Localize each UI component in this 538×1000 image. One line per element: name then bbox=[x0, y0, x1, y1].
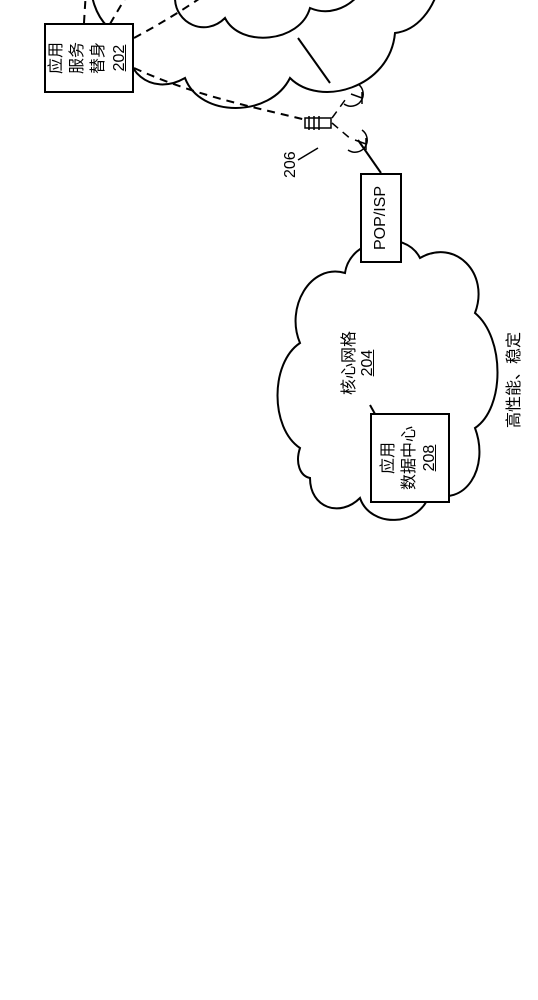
diagram-stage: 应用数据中心 208 核心网格 204 POP/ISP 应用服务替身 202 聚… bbox=[0, 0, 538, 538]
pop-isp-box: POP/ISP bbox=[360, 173, 402, 263]
edge-pop-sat bbox=[358, 140, 381, 173]
edge-sat-aggcloud bbox=[298, 38, 330, 83]
inner-cloud bbox=[132, 0, 396, 38]
app-service-avatar-box: 应用服务替身 202 bbox=[44, 23, 134, 93]
pop-isp-label: POP/ISP bbox=[371, 186, 392, 250]
gateway-icon bbox=[305, 84, 367, 152]
ref-206: 206 bbox=[282, 151, 300, 178]
edge-avatar-access bbox=[110, 0, 252, 24]
app-data-center-ref: 208 bbox=[420, 445, 441, 472]
app-service-avatar-label: 应用服务替身 bbox=[47, 42, 109, 74]
core-network-label: 核心网格 bbox=[335, 308, 359, 418]
core-network-label-group: 核心网格 204 bbox=[335, 308, 377, 418]
app-data-center-box: 应用数据中心 208 bbox=[370, 413, 450, 503]
edge-avatar-agg bbox=[134, 0, 252, 38]
app-data-center-label: 应用数据中心 bbox=[379, 426, 421, 490]
leader-206 bbox=[298, 148, 318, 160]
core-caption: 高性能、稳定 bbox=[500, 332, 524, 428]
app-service-avatar-ref: 202 bbox=[110, 45, 131, 72]
edge-avatar-sat bbox=[134, 68, 318, 123]
edge-avatar-phone bbox=[84, 0, 115, 23]
core-network-ref: 204 bbox=[359, 308, 377, 418]
diagram-canvas: 应用数据中心 208 核心网格 204 POP/ISP 应用服务替身 202 聚… bbox=[0, 0, 538, 538]
